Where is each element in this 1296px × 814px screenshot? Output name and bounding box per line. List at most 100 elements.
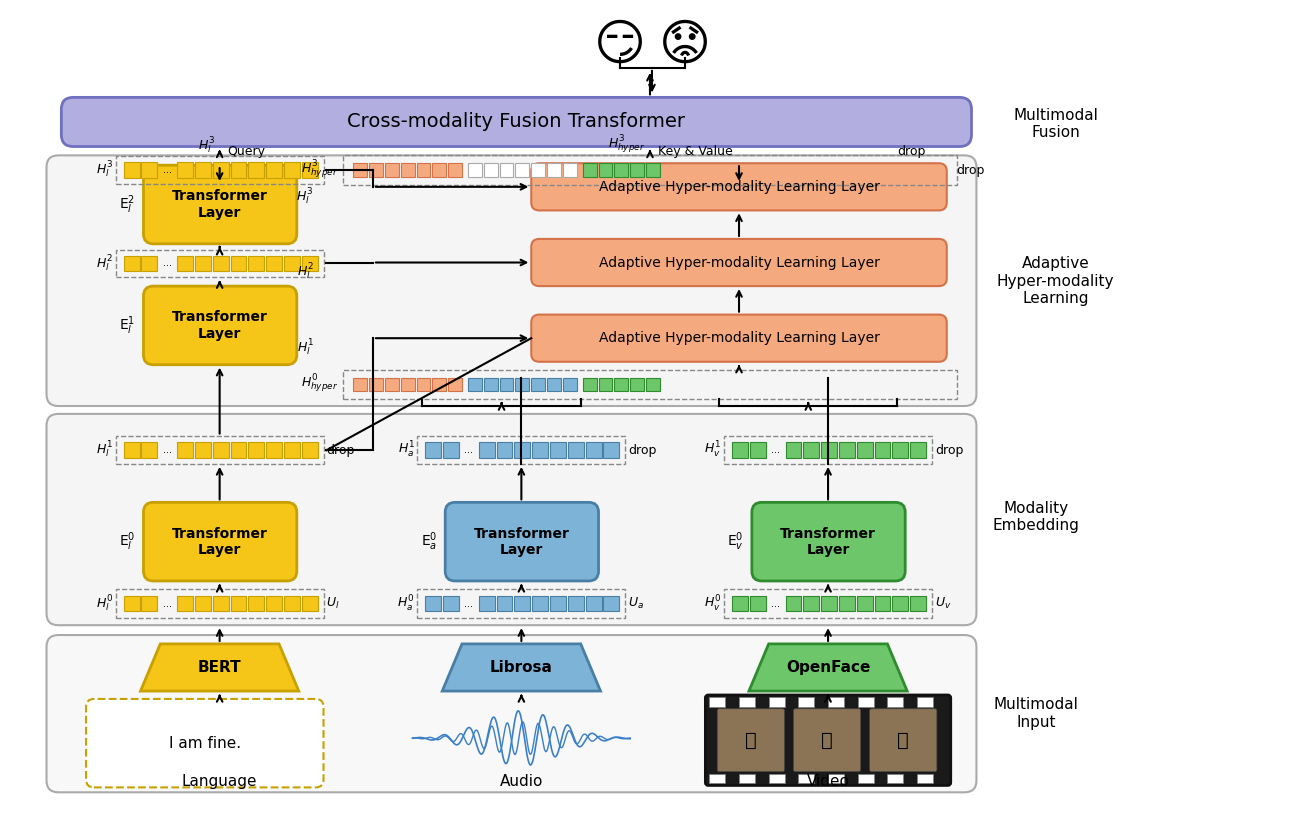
Bar <box>115 436 324 464</box>
Bar <box>266 162 283 178</box>
Polygon shape <box>442 644 600 691</box>
Text: $H^3_l$: $H^3_l$ <box>96 160 113 180</box>
FancyBboxPatch shape <box>47 155 976 406</box>
Bar <box>614 378 629 392</box>
Bar <box>614 164 629 177</box>
Bar <box>178 162 193 178</box>
Bar <box>750 442 766 458</box>
Text: ...: ... <box>163 445 171 455</box>
Bar <box>798 697 814 707</box>
Text: $\mathrm{E}^0_l$: $\mathrm{E}^0_l$ <box>119 531 136 553</box>
FancyBboxPatch shape <box>793 709 861 772</box>
Bar <box>769 697 784 707</box>
FancyBboxPatch shape <box>86 699 324 787</box>
Bar <box>496 442 512 458</box>
Bar <box>550 442 566 458</box>
Bar <box>213 162 228 178</box>
Text: Transformer
Layer: Transformer Layer <box>171 190 267 220</box>
Text: 👤: 👤 <box>745 731 757 750</box>
Bar <box>385 164 399 177</box>
Text: Key & Value: Key & Value <box>658 146 732 158</box>
Text: $H^3_{hyper}$: $H^3_{hyper}$ <box>301 159 338 182</box>
Text: 👤: 👤 <box>822 731 833 750</box>
Bar <box>478 442 495 458</box>
Text: Query: Query <box>228 146 266 158</box>
Bar <box>354 164 367 177</box>
Bar <box>828 697 844 707</box>
Bar <box>448 378 461 392</box>
Polygon shape <box>140 644 299 691</box>
Bar <box>213 256 228 271</box>
Bar <box>284 442 299 458</box>
Text: $H^3_{hyper}$: $H^3_{hyper}$ <box>608 134 645 156</box>
Text: Adaptive Hyper-modality Learning Layer: Adaptive Hyper-modality Learning Layer <box>599 331 880 345</box>
Bar <box>630 378 644 392</box>
Bar <box>231 162 246 178</box>
Polygon shape <box>749 644 907 691</box>
Text: $H^1_v$: $H^1_v$ <box>704 440 721 460</box>
Bar <box>194 256 211 271</box>
Bar <box>739 773 754 783</box>
Text: $\mathrm{E}^1_l$: $\mathrm{E}^1_l$ <box>119 314 136 337</box>
Text: I am fine.: I am fine. <box>168 736 241 751</box>
Bar <box>178 442 193 458</box>
Bar <box>785 442 801 458</box>
Bar <box>178 596 193 611</box>
Text: drop: drop <box>629 444 657 457</box>
Bar <box>231 596 246 611</box>
Bar <box>213 596 228 611</box>
Bar <box>798 773 814 783</box>
Bar <box>369 164 382 177</box>
Text: BERT: BERT <box>198 660 241 675</box>
Bar <box>443 442 459 458</box>
Text: Multimodal
Input: Multimodal Input <box>993 698 1078 730</box>
Text: Adaptive Hyper-modality Learning Layer: Adaptive Hyper-modality Learning Layer <box>599 256 880 269</box>
Bar <box>483 164 498 177</box>
Text: 😏: 😏 <box>595 21 647 69</box>
Bar <box>599 164 613 177</box>
Text: $H^0_v$: $H^0_v$ <box>704 593 721 614</box>
FancyBboxPatch shape <box>144 286 297 365</box>
Bar <box>433 164 446 177</box>
Bar <box>343 155 956 185</box>
FancyBboxPatch shape <box>47 635 976 792</box>
Bar <box>533 596 548 611</box>
Bar <box>369 378 382 392</box>
Bar <box>910 442 925 458</box>
Bar <box>515 442 530 458</box>
Bar <box>547 164 561 177</box>
Text: Language: Language <box>181 774 258 790</box>
Bar <box>266 442 283 458</box>
Bar <box>385 378 399 392</box>
Text: $\mathrm{E}^2_l$: $\mathrm{E}^2_l$ <box>119 193 136 216</box>
Bar <box>141 162 157 178</box>
Text: $H^0_{hyper}$: $H^0_{hyper}$ <box>301 374 338 396</box>
Bar <box>893 442 908 458</box>
Bar <box>123 256 140 271</box>
Bar <box>910 596 925 611</box>
Bar <box>604 442 619 458</box>
Bar <box>804 442 819 458</box>
Text: drop: drop <box>327 444 355 457</box>
Bar <box>284 162 299 178</box>
Text: Audio: Audio <box>500 774 543 790</box>
Bar <box>822 442 837 458</box>
Bar <box>739 697 754 707</box>
Bar <box>804 596 819 611</box>
Bar <box>483 378 498 392</box>
Text: Cross-modality Fusion Transformer: Cross-modality Fusion Transformer <box>347 112 686 131</box>
Bar <box>709 697 726 707</box>
Text: $H^0_a$: $H^0_a$ <box>398 593 415 614</box>
Bar <box>533 442 548 458</box>
Bar <box>213 442 228 458</box>
Bar <box>416 164 430 177</box>
Bar <box>249 162 264 178</box>
Text: $H^2_l$: $H^2_l$ <box>297 262 314 282</box>
Text: drop: drop <box>934 444 963 457</box>
Bar <box>499 164 513 177</box>
Bar <box>343 370 956 399</box>
Text: $H^1_l$: $H^1_l$ <box>297 338 314 358</box>
Bar <box>732 442 748 458</box>
Text: ...: ... <box>163 259 171 269</box>
Bar <box>750 596 766 611</box>
